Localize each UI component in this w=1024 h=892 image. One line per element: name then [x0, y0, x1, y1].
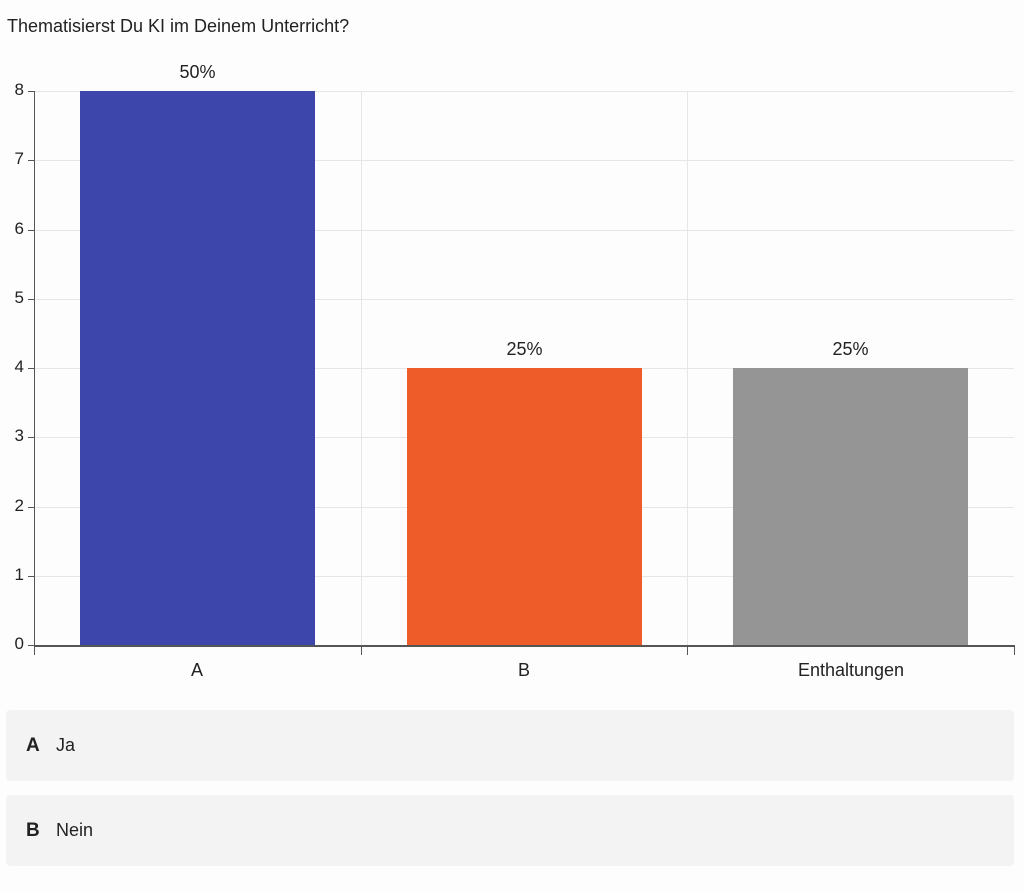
- question-title: Thematisierst Du KI im Deinem Unterricht…: [7, 16, 350, 36]
- y-tick-label: 6: [14, 219, 24, 238]
- bar-a: [80, 91, 315, 645]
- gridline: [34, 160, 1014, 161]
- x-category-label: B: [517, 660, 530, 680]
- bar-value-label: 50%: [179, 62, 216, 82]
- x-tick: [687, 645, 688, 655]
- x-category-label: A: [190, 660, 203, 680]
- bar-chart: 0 1 2 3 4 5 6 7 8 50% A 25% B 25% Enthaltungen: [14, 62, 1015, 680]
- y-axis: [34, 91, 35, 646]
- y-tick-label: 5: [14, 288, 24, 307]
- y-tick: [28, 160, 34, 161]
- gridline: [34, 230, 1014, 231]
- y-tick: [28, 91, 34, 92]
- y-tick-label: 8: [14, 80, 24, 99]
- legend-text: Ja: [56, 735, 76, 755]
- y-tick: [28, 299, 34, 300]
- y-tick-label: 1: [14, 565, 24, 584]
- y-tick: [28, 368, 34, 369]
- legend-item-b: B Nein: [6, 795, 1014, 866]
- legend-key: B: [26, 819, 40, 841]
- y-tick-label: 0: [14, 634, 24, 653]
- legend-item-a: A Ja: [6, 710, 1014, 781]
- y-tick-label: 7: [14, 149, 24, 168]
- gridline: [34, 91, 1014, 92]
- gridline: [34, 299, 1014, 300]
- x-tick: [34, 645, 35, 655]
- y-tick-label: 2: [14, 496, 24, 515]
- bar-value-label: 25%: [832, 339, 869, 359]
- gridline: [361, 91, 362, 645]
- gridline: [687, 91, 688, 645]
- y-tick: [28, 437, 34, 438]
- x-category-label: Enthaltungen: [797, 660, 905, 680]
- bar-b: [407, 368, 642, 645]
- y-tick: [28, 576, 34, 577]
- y-tick-label: 3: [14, 426, 24, 445]
- y-tick: [28, 507, 34, 508]
- bar-value-label: 25%: [506, 339, 543, 359]
- x-tick: [1014, 645, 1015, 655]
- y-tick: [28, 230, 34, 231]
- bar-enthaltungen: [733, 368, 968, 645]
- x-tick: [361, 645, 362, 655]
- x-axis: [34, 645, 1014, 647]
- y-tick-label: 4: [14, 357, 24, 376]
- legend-key: A: [26, 734, 40, 756]
- legend-text: Nein: [56, 820, 94, 840]
- y-tick: [28, 645, 34, 646]
